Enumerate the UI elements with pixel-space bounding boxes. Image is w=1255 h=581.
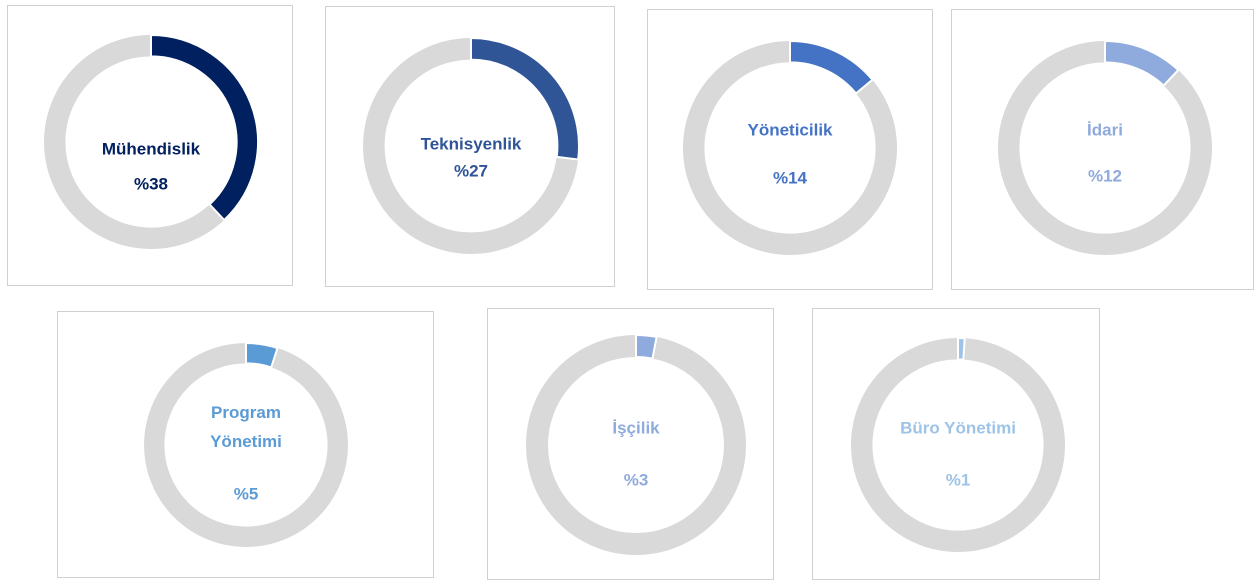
value-label: %27: [453, 161, 489, 181]
donut-chart: [850, 336, 1066, 553]
donut-track: [850, 337, 1066, 553]
donut-title: Yöneticilik: [747, 120, 833, 140]
donut-chart: [43, 33, 259, 250]
value-label: %5: [233, 484, 259, 504]
donut-title: Program Yönetimi: [210, 403, 282, 451]
chart-panel: İşçilik %3: [487, 308, 774, 580]
donut-segment: [789, 39, 874, 95]
donut-title: İşçilik: [612, 418, 660, 438]
chart-panel: Program Yönetimi %5: [57, 311, 434, 578]
donut-title: İdari: [1087, 120, 1123, 140]
chart-panel: Teknisyenlik %27: [325, 6, 615, 287]
donut-chart: [526, 333, 746, 555]
donut-segment: [470, 36, 580, 161]
donut-track: [997, 40, 1213, 256]
value-label: %14: [772, 168, 808, 188]
value-label: %38: [133, 174, 169, 194]
donut-segment: [150, 33, 259, 222]
value-label: %3: [623, 470, 649, 490]
value-label: %12: [1087, 166, 1123, 186]
donut-title: Mühendislik: [101, 139, 201, 159]
chart-panel: Büro Yönetimi %1: [812, 308, 1100, 580]
chart-panel: İdari %12: [951, 9, 1254, 290]
donut-chart: [363, 36, 580, 254]
donut-title: Teknisyenlik: [420, 134, 522, 154]
donut-segment: [635, 333, 658, 360]
chart-panel: Mühendislik %38: [7, 5, 293, 286]
donut-segment: [957, 336, 966, 361]
donut-segment: [1104, 39, 1180, 88]
donut-chart: [143, 341, 349, 548]
donut-title: Büro Yönetimi: [900, 418, 1016, 438]
value-label: %1: [945, 470, 971, 490]
chart-panel: Yöneticilik %14: [647, 9, 933, 290]
donut-segment: [245, 341, 279, 369]
donut-chart: [997, 39, 1213, 256]
donut-chart: [682, 39, 898, 256]
donut-track: [526, 335, 746, 555]
